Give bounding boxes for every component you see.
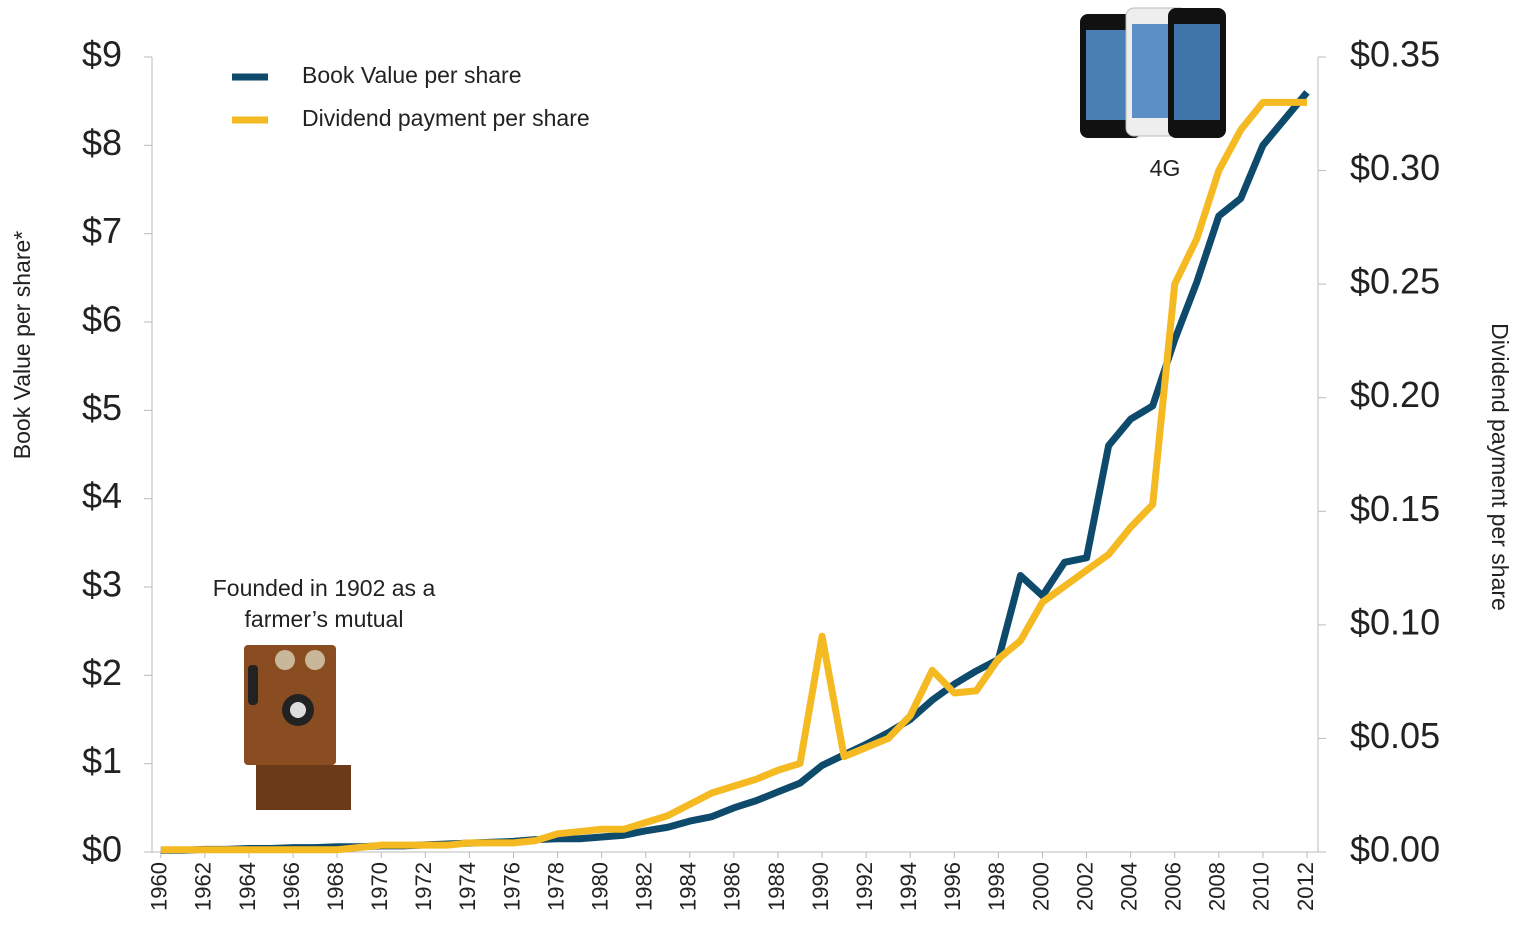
y2-tick-label: $0.35 (1350, 34, 1440, 75)
x-tick-label: 1994 (896, 862, 921, 911)
x-tick-label: 1986 (720, 862, 745, 911)
phone-illustration (244, 645, 351, 810)
x-tick-label: 1960 (147, 862, 172, 911)
y-tick-label: $0 (82, 829, 122, 870)
x-tick-label: 1978 (543, 862, 568, 911)
x-tick-label: 2010 (1249, 862, 1274, 911)
x-tick-label: 2012 (1293, 862, 1318, 911)
x-tick-label: 1964 (235, 862, 260, 911)
y2-tick-label: $0.30 (1350, 147, 1440, 188)
x-tick-label: 1972 (411, 862, 436, 911)
y-tick-label: $8 (82, 122, 122, 163)
x-tick-label: 2004 (1116, 862, 1141, 911)
y-tick-label: $9 (82, 34, 122, 75)
annotation: farmer’s mutual (245, 606, 404, 632)
y2-tick-label: $0.05 (1350, 715, 1440, 756)
x-tick-label: 2008 (1205, 862, 1230, 911)
x-tick-label: 1970 (367, 862, 392, 911)
legend-label: Dividend payment per share (302, 105, 590, 131)
y-tick-label: $6 (82, 299, 122, 340)
x-tick-label: 1988 (764, 862, 789, 911)
y-tick-label: $3 (82, 564, 122, 605)
y2-tick-label: $0.10 (1350, 601, 1440, 642)
y-tick-label: $1 (82, 740, 122, 781)
x-tick-label: 2006 (1161, 862, 1186, 911)
series-line (160, 98, 1307, 854)
annotation: 4G (1150, 155, 1181, 181)
x-tick-label: 1980 (587, 862, 612, 911)
iphones-illustration (1080, 7, 1226, 138)
x-tick-label: 2002 (1072, 862, 1097, 911)
y-tick-label: $2 (82, 652, 122, 693)
x-tick-label: 1962 (191, 862, 216, 911)
x-tick-label: 1998 (984, 862, 1009, 911)
y2-tick-label: $0.15 (1350, 488, 1440, 529)
x-tick-label: 2000 (1028, 862, 1053, 911)
x-tick-label: 1992 (852, 862, 877, 911)
x-tick-label: 1968 (323, 862, 348, 911)
x-tick-label: 1966 (279, 862, 304, 911)
x-tick-label: 1984 (676, 862, 701, 911)
y2-tick-label: $0.25 (1350, 261, 1440, 302)
y2-axis-label: Dividend payment per share (1487, 323, 1513, 611)
x-tick-label: 1982 (632, 862, 657, 911)
y2-tick-label: $0.00 (1350, 829, 1440, 870)
x-tick-label: 1990 (808, 862, 833, 911)
x-tick-label: 1974 (455, 862, 480, 911)
x-tick-label: 1996 (940, 862, 965, 911)
y-axis-label: Book Value per share* (9, 231, 35, 459)
y2-tick-label: $0.20 (1350, 374, 1440, 415)
annotation: Founded in 1902 as a (213, 575, 436, 601)
legend-label: Book Value per share (302, 62, 522, 88)
y-tick-label: $7 (82, 210, 122, 251)
y-tick-label: $5 (82, 387, 122, 428)
y-tick-label: $4 (82, 475, 122, 516)
x-tick-label: 1976 (499, 862, 524, 911)
